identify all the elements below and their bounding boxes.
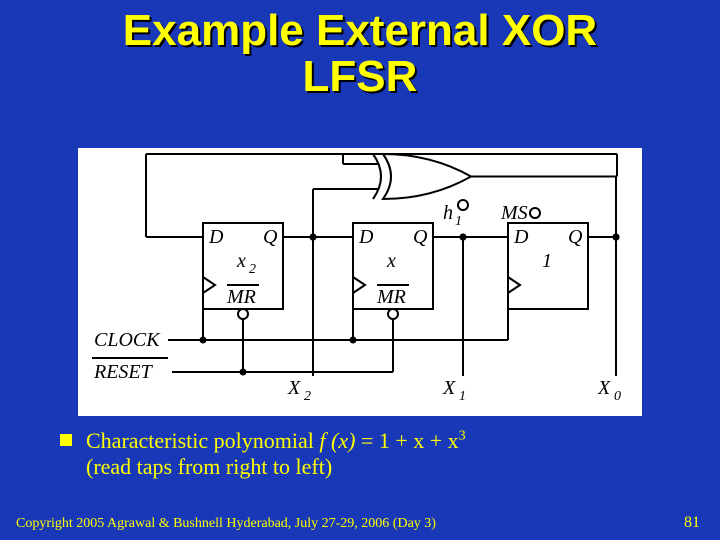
- bullet-exp: 3: [459, 429, 466, 444]
- svg-text:Q: Q: [568, 226, 583, 248]
- svg-text:1: 1: [459, 389, 466, 404]
- svg-text:0: 0: [614, 389, 621, 404]
- svg-text:RESET: RESET: [93, 361, 154, 383]
- bullet-eq: = 1 + x + x: [355, 428, 458, 453]
- diagram-svg: DQx2MRDQxMRDQ1h1MSCLOCKRESETX2X1X0: [78, 148, 642, 416]
- lfsr-diagram: DQx2MRDQxMRDQ1h1MSCLOCKRESETX2X1X0: [78, 148, 642, 416]
- title-line-2: LFSR: [303, 52, 418, 101]
- svg-text:D: D: [513, 226, 529, 248]
- footer-left: Copyright 2005 Agrawal & Bushnell Hydera…: [16, 516, 436, 532]
- svg-text:D: D: [208, 226, 224, 248]
- svg-text:X: X: [442, 377, 456, 399]
- title-line-1: Example External XOR: [123, 6, 597, 55]
- svg-text:MS: MS: [500, 202, 528, 224]
- svg-text:2: 2: [249, 262, 256, 277]
- bullet-square-icon: [60, 434, 72, 446]
- svg-text:CLOCK: CLOCK: [94, 329, 161, 351]
- bullet-leadin: Characteristic: [86, 428, 214, 453]
- bullet-rest: polynomial: [214, 428, 320, 453]
- svg-text:MR: MR: [226, 286, 256, 308]
- svg-text:x: x: [236, 250, 246, 272]
- svg-text:x: x: [386, 250, 396, 272]
- svg-text:MR: MR: [376, 286, 406, 308]
- svg-text:1: 1: [455, 214, 462, 229]
- svg-text:Q: Q: [413, 226, 428, 248]
- svg-text:D: D: [358, 226, 374, 248]
- svg-text:1: 1: [542, 250, 552, 272]
- svg-text:Q: Q: [263, 226, 278, 248]
- svg-text:X: X: [597, 377, 611, 399]
- bullet-text: Characteristic polynomial f (x) = 1 + x …: [60, 428, 660, 480]
- slide-title: Example External XOR LFSR: [0, 8, 720, 100]
- footer-right: 81: [684, 514, 700, 532]
- svg-text:h: h: [443, 202, 453, 224]
- bullet-fx: f (x): [319, 428, 355, 453]
- bullet-line-2: (read taps from right to left): [86, 454, 332, 479]
- svg-text:X: X: [287, 377, 301, 399]
- svg-text:2: 2: [304, 389, 311, 404]
